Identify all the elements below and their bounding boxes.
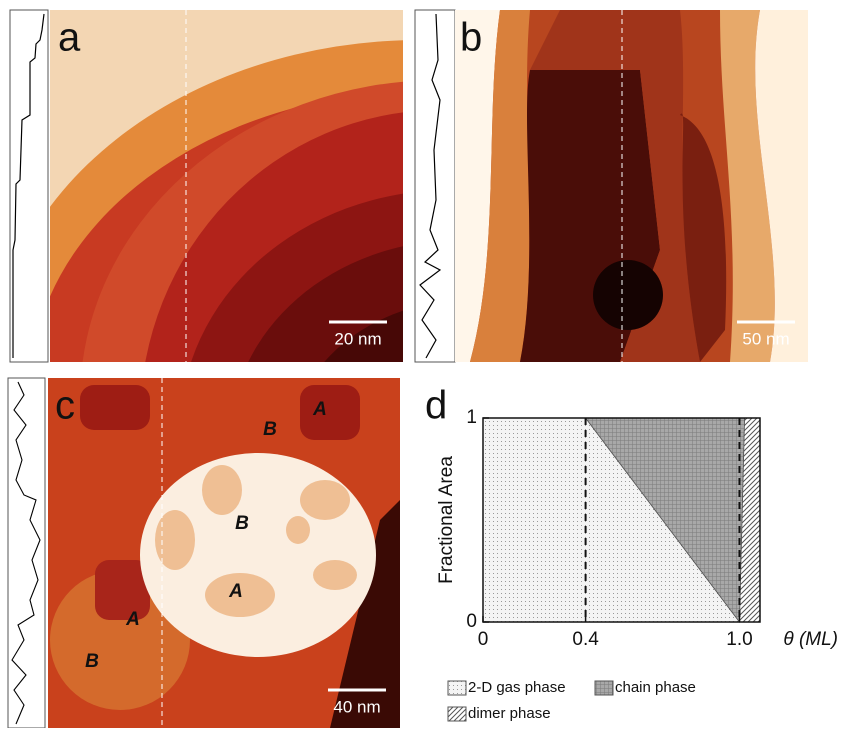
legend-swatch (595, 681, 613, 695)
panel-c: c B A B A A B 40 nm (8, 378, 400, 728)
legend-label: dimer phase (468, 705, 551, 722)
y-tick-label: 1 (466, 407, 477, 428)
panel-label: a (58, 16, 81, 60)
annotation: B (85, 651, 99, 672)
phase-diagram: d 0 0.4 1.0 0 1 Fractional Area θ (ML) 2-D gas … (425, 384, 838, 722)
legend-swatch (448, 681, 466, 695)
annotation: A (125, 609, 140, 630)
figure: a 20 nm b 50 nm c B A B A A (0, 0, 842, 728)
annotation: A (228, 581, 243, 602)
y-axis-label: Fractional Area (436, 456, 457, 584)
scale-bar-label: 20 nm (334, 329, 381, 348)
scale-bar-label: 50 nm (742, 329, 789, 348)
annotation: A (312, 399, 327, 420)
y-tick-label: 0 (466, 611, 477, 632)
scale-bar-label: 40 nm (333, 697, 380, 716)
x-tick-label: 0.4 (572, 629, 599, 650)
panel-label: b (460, 16, 482, 60)
legend-label: chain phase (615, 679, 696, 696)
annotation: B (263, 419, 277, 440)
panel-b: b 50 nm (415, 10, 808, 362)
panel-label: d (425, 384, 447, 428)
stm-image (455, 10, 808, 362)
legend-label: 2-D gas phase (468, 679, 566, 696)
annotation: B (235, 513, 249, 534)
legend-swatch (448, 707, 466, 721)
stm-image (48, 378, 400, 728)
x-tick-label: 0 (478, 629, 489, 650)
x-tick-label: 1.0 (726, 629, 752, 650)
panel-label: c (55, 384, 75, 428)
x-axis-label: θ (ML) (783, 629, 838, 650)
profile-frame (8, 378, 45, 728)
